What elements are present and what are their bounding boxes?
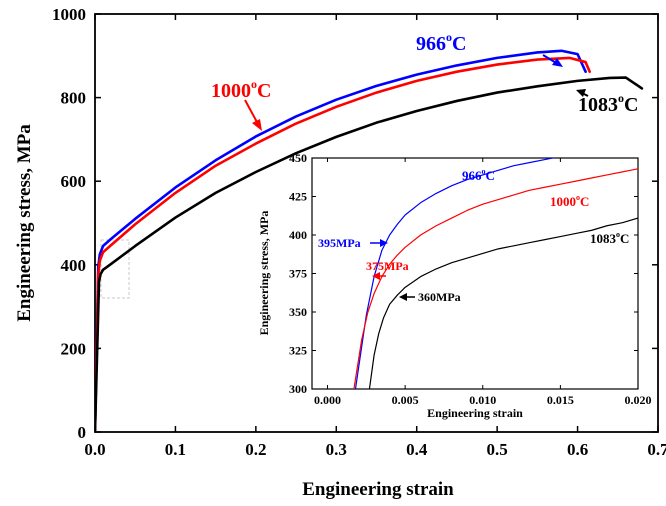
inset-label-1000c: 1000oC — [550, 193, 589, 209]
arrow-1000c — [244, 99, 262, 131]
main-y-ticks: 0 200 400 600 800 1000 — [52, 5, 658, 442]
inset-label-1083c: 1083oC — [590, 230, 629, 246]
main-chart: 0.0 0.1 0.2 0.3 0.4 0.5 0.6 0.7 0 200 400 600 800 10… — [14, 5, 666, 500]
x-tick-label-0: 0.000 — [314, 393, 341, 407]
label-1000c: 1000oC — [211, 77, 271, 102]
y-tick-label-1: 200 — [61, 339, 87, 358]
main-plot-frame — [94, 13, 659, 433]
x-tick-label-3: 0.3 — [326, 440, 347, 459]
y-tick-label-1: 325 — [289, 344, 307, 358]
inset-x-ticks: 0.000 0.005 0.010 0.015 0.020 — [314, 158, 652, 407]
annotation-360mpa-text: 360MPa — [418, 290, 461, 304]
inset-label-1083c-number: 1083 — [590, 231, 617, 246]
annotation-375mpa: 375MPa — [366, 259, 409, 280]
y-tick-label-4: 400 — [289, 228, 307, 242]
x-tick-label-2: 0.2 — [245, 440, 266, 459]
series-line-966 — [95, 49, 587, 432]
annotation-375mpa-text: 375MPa — [366, 259, 409, 273]
label-1000c-unit: C — [257, 80, 271, 102]
y-tick-label-3: 600 — [61, 172, 87, 191]
inset-label-966c-unit: C — [486, 168, 495, 183]
annotation-360mpa: 360MPa — [399, 290, 461, 304]
y-tick-label-5: 1000 — [52, 5, 86, 24]
x-tick-label-1: 0.005 — [392, 393, 419, 407]
y-tick-label-3: 375 — [289, 267, 307, 281]
inset-label-1000c-unit: C — [580, 194, 589, 209]
y-tick-label-0: 0 — [78, 423, 87, 442]
inset-x-axis-label: Engineering strain — [427, 406, 523, 420]
y-tick-label-2: 350 — [289, 305, 307, 319]
inset-series-lines — [353, 158, 638, 389]
series-line-966 — [354, 158, 556, 389]
inset-label-966c-number: 966 — [462, 168, 482, 183]
x-tick-label-2: 0.010 — [469, 393, 496, 407]
main-y-axis-label: Engineering stress, MPa — [14, 124, 35, 322]
arrow-966c — [542, 54, 563, 67]
x-tick-label-5: 0.5 — [487, 440, 508, 459]
series-line-1083 — [368, 217, 638, 389]
y-tick-label-5: 425 — [289, 190, 307, 204]
label-966c: 966oC — [416, 30, 466, 55]
label-1083c-number: 1083 — [578, 94, 618, 116]
inset-label-1000c-degree: o — [576, 193, 580, 202]
y-tick-label-4: 800 — [61, 89, 87, 108]
inset-label-966c: 966oC — [462, 167, 495, 183]
label-1083c-unit: C — [624, 94, 638, 116]
x-tick-label-3: 0.015 — [547, 393, 574, 407]
x-tick-label-4: 0.4 — [406, 440, 428, 459]
series-line-1000 — [95, 56, 591, 432]
label-1000c-degree: o — [251, 77, 257, 91]
x-tick-label-4: 0.020 — [625, 393, 652, 407]
annotation-395mpa: 395MPa — [318, 236, 388, 250]
x-tick-label-6: 0.6 — [567, 440, 588, 459]
series-line-1000 — [353, 168, 638, 389]
zoom-region-box — [100, 239, 130, 299]
label-966c-number: 966 — [416, 33, 446, 55]
annotation-395mpa-text: 395MPa — [318, 236, 361, 250]
x-tick-label-0: 0.0 — [84, 440, 105, 459]
inset-y-ticks: 300 325 350 375 400 425 450 — [289, 151, 638, 396]
x-tick-label-1: 0.1 — [165, 440, 186, 459]
y-tick-label-0: 300 — [289, 382, 307, 396]
x-tick-label-7: 0.7 — [647, 440, 666, 459]
main-series-lines — [95, 49, 644, 432]
main-x-axis-label: Engineering strain — [302, 479, 454, 500]
arrow-1083c — [576, 89, 589, 97]
inset-chart: 0.000 0.005 0.010 0.015 0.020 300 325 350 375 40… — [257, 151, 652, 420]
inset-label-1083c-unit: C — [620, 231, 629, 246]
inset-label-966c-degree: o — [482, 167, 486, 176]
label-1000c-number: 1000 — [211, 80, 251, 102]
y-tick-label-6: 450 — [289, 151, 307, 165]
inset-label-1000c-number: 1000 — [550, 194, 576, 209]
label-1083c-degree: o — [618, 91, 624, 105]
inset-background — [312, 158, 638, 389]
label-1083c: 1083oC — [578, 91, 638, 116]
series-line-1083 — [95, 76, 644, 432]
inset-label-1083c-degree: o — [616, 230, 620, 239]
label-966c-degree: o — [446, 30, 452, 44]
y-tick-label-2: 400 — [61, 256, 87, 275]
inset-y-axis-label: Engineering stress, MPa — [257, 211, 271, 336]
label-966c-unit: C — [452, 33, 466, 55]
main-x-ticks: 0.0 0.1 0.2 0.3 0.4 0.5 0.6 0.7 — [84, 14, 666, 459]
